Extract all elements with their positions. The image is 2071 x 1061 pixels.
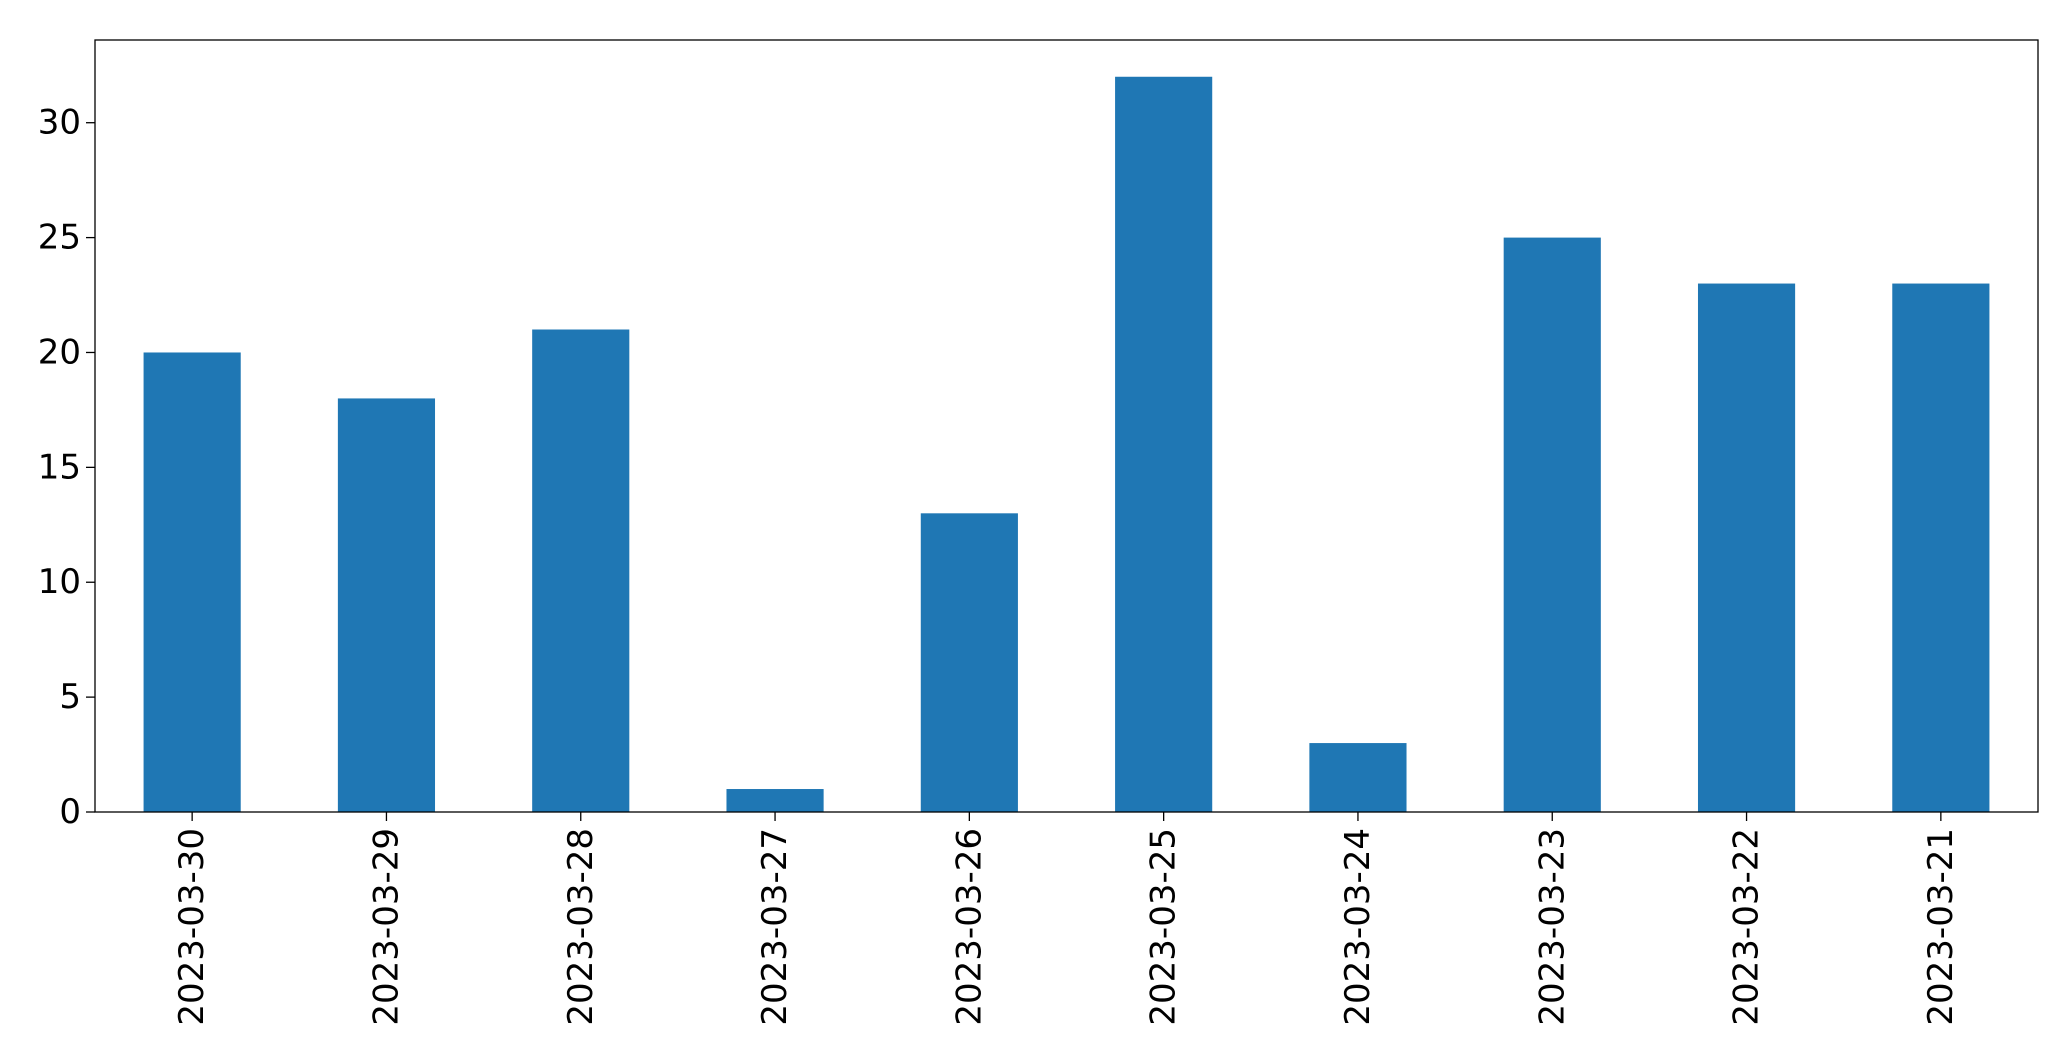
bar-2023-03-26 xyxy=(920,513,1018,812)
y-tick-label: 30 xyxy=(38,103,81,143)
x-tick-label: 2023-03-30 xyxy=(172,828,212,1026)
bar-2023-03-24 xyxy=(1309,743,1407,812)
x-tick-label: 2023-03-28 xyxy=(561,828,601,1026)
x-tick-label: 2023-03-24 xyxy=(1338,828,1378,1026)
x-tick-label: 2023-03-23 xyxy=(1532,828,1572,1026)
y-tick-label: 5 xyxy=(59,677,81,717)
bar-2023-03-25 xyxy=(1115,76,1213,812)
bar-2023-03-23 xyxy=(1503,237,1601,813)
x-tick-label: 2023-03-25 xyxy=(1144,828,1184,1026)
x-tick-label: 2023-03-29 xyxy=(366,828,406,1026)
y-axis: 0 5 10 15 20 25 30 xyxy=(38,103,95,832)
y-tick-label: 0 xyxy=(59,792,81,832)
bar-2023-03-21 xyxy=(1892,283,1990,812)
y-tick-label: 20 xyxy=(38,332,81,372)
x-tick-label: 2023-03-22 xyxy=(1727,828,1767,1026)
bar-2023-03-27 xyxy=(726,789,824,812)
x-tick-label: 2023-03-27 xyxy=(755,828,795,1026)
y-tick-label: 25 xyxy=(38,218,81,258)
x-tick-label: 2023-03-26 xyxy=(949,828,989,1026)
bars-layer xyxy=(143,76,1990,813)
bar-2023-03-28 xyxy=(532,329,630,812)
x-axis: 2023-03-30 2023-03-29 2023-03-28 2023-03-27… xyxy=(172,812,1961,1026)
y-tick-label: 10 xyxy=(38,562,81,602)
plot-frame xyxy=(94,39,2039,813)
bar-2023-03-30 xyxy=(143,352,241,812)
y-tick-label: 15 xyxy=(38,447,81,487)
x-tick-label: 2023-03-21 xyxy=(1921,828,1961,1026)
bar-2023-03-22 xyxy=(1697,283,1796,812)
bar-2023-03-29 xyxy=(337,398,436,812)
